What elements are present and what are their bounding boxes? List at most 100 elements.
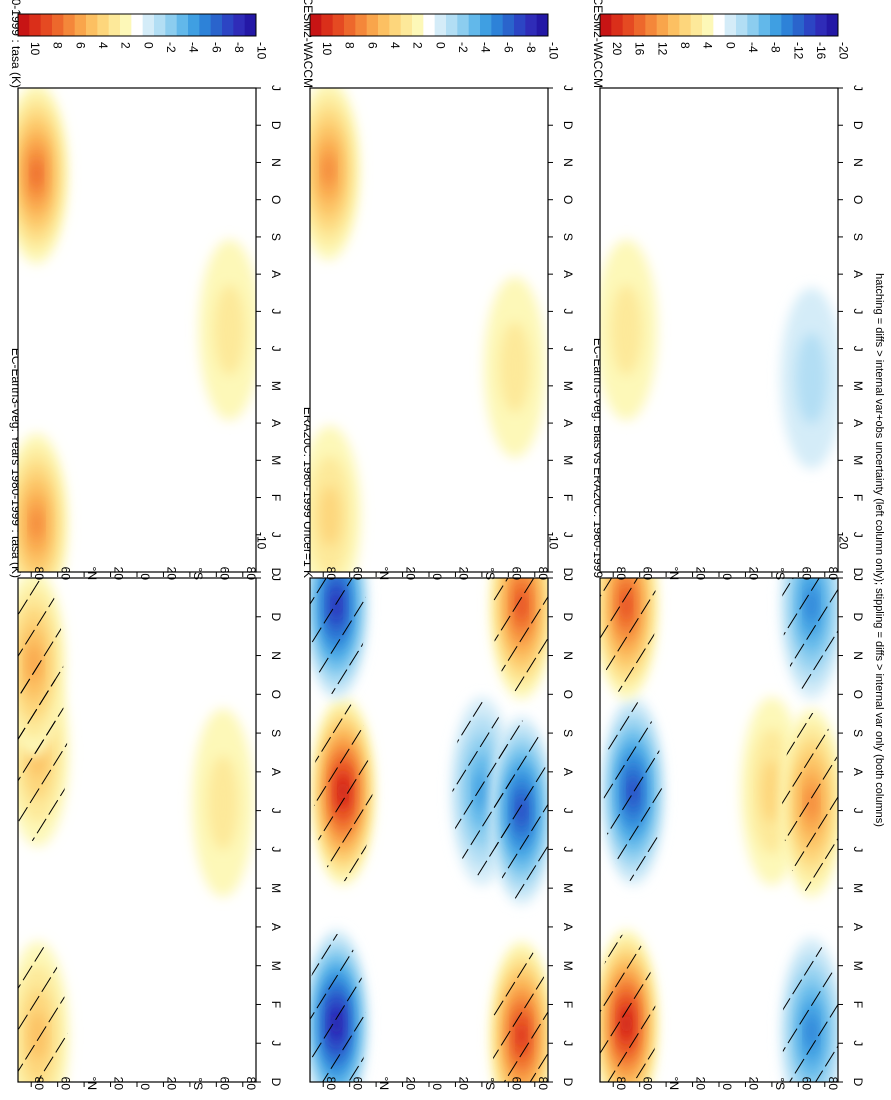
lat-tick-label: 60 — [641, 1077, 655, 1091]
colorbar-swatch — [378, 14, 390, 36]
month-tick-label: O — [561, 690, 575, 699]
hatching — [492, 720, 548, 901]
colorbar-tick-label: -4 — [746, 42, 760, 53]
colorbar-swatch — [188, 14, 200, 36]
colorbar-tick-label: 4 — [96, 42, 110, 49]
colorbar-swatch — [233, 14, 246, 36]
colorbar-swatch — [600, 14, 612, 36]
colorbar-tick-label: 0 — [141, 42, 155, 49]
month-tick-label: O — [851, 690, 865, 699]
colorbar-swatch — [690, 14, 703, 36]
colorbar-swatch — [332, 14, 345, 36]
panel-title: CESM2-WACCM — [301, 0, 315, 88]
lat-tick-label: 80 — [536, 567, 550, 581]
colorbar-tick-label: -10 — [547, 42, 561, 60]
colorbar-tick-label: -4 — [479, 42, 493, 53]
colorbar-swatch — [502, 14, 515, 36]
lat-tick-label: 20 — [404, 1077, 418, 1091]
lat-tick-label: 80 — [324, 567, 338, 581]
panel-6: DJFMAMJJASONDJ8060°N20020°S6080EC-Earth3… — [591, 0, 865, 580]
month-tick-label: M — [269, 381, 283, 391]
month-tick-label: M — [269, 961, 283, 971]
month-tick-label: A — [561, 768, 575, 776]
colorbar-tick-label: -16 — [814, 42, 828, 60]
month-tick-label: N — [269, 158, 283, 167]
panel-title: EC-Earth3-Veg: Change vs CESM2-WACCM — [591, 0, 605, 88]
hatching — [310, 933, 366, 1082]
hatching — [18, 578, 64, 754]
colorbar-swatch — [97, 14, 110, 36]
colorbar-swatch — [321, 14, 334, 36]
colorbar-tick-label: 16 — [633, 42, 647, 56]
month-tick-label: O — [561, 195, 575, 204]
colorbar-swatch — [120, 14, 132, 36]
colorbar-tick-label: 8 — [51, 42, 65, 49]
colorbar-swatch — [199, 14, 212, 36]
colorbar-swatch — [244, 14, 257, 36]
colorbar-tick-label: 8 — [343, 42, 357, 49]
contour-warm — [32, 160, 41, 187]
colorbar-swatch — [142, 14, 155, 36]
month-tick-label: J — [851, 308, 865, 314]
contour-warm — [214, 284, 246, 376]
colorbar-swatch — [52, 14, 64, 36]
colorbar-swatch — [668, 14, 680, 36]
colorbar-tick-label: -8 — [769, 42, 783, 53]
month-tick-label: D — [269, 121, 283, 130]
lat-tick-label: °N — [667, 567, 681, 580]
colorbar-swatch — [713, 14, 726, 36]
colorbar-tick-label: -10 — [255, 42, 269, 60]
month-tick-label: S — [561, 729, 575, 737]
colorbar-swatch — [63, 14, 76, 36]
lat-tick-label: 60 — [217, 567, 231, 581]
month-tick-label: F — [269, 494, 283, 501]
lat-tick-label: 60 — [351, 567, 365, 581]
field — [18, 88, 256, 572]
month-tick-label: M — [269, 883, 283, 893]
lat-tick-label: °N — [85, 1077, 99, 1090]
month-tick-label: D — [269, 568, 283, 577]
colorbar-tick-label: 20 — [610, 42, 624, 56]
month-tick-label: O — [269, 690, 283, 699]
contour-warm — [499, 321, 531, 413]
month-tick-label: N — [851, 158, 865, 167]
month-tick-label: D — [851, 121, 865, 130]
contour-warm — [31, 508, 42, 539]
lat-tick-label: 60 — [509, 567, 523, 581]
colorbar-tick-label: -10 — [547, 532, 561, 550]
month-tick-label: S — [851, 233, 865, 241]
colorbar-swatch — [611, 14, 624, 36]
lat-tick-label: 20 — [164, 567, 178, 581]
month-tick-label: J — [269, 846, 283, 852]
month-tick-label: N — [561, 651, 575, 660]
colorbar-tick-label: -20 — [837, 532, 851, 550]
lat-tick-label: 80 — [32, 567, 46, 581]
month-tick-label: M — [851, 455, 865, 465]
month-tick-label: M — [851, 883, 865, 893]
colorbar-tick-label: -10 — [255, 532, 269, 550]
month-tick-label: D — [851, 1078, 865, 1087]
month-tick-label: A — [561, 923, 575, 931]
lat-tick-label: 80 — [826, 1077, 840, 1091]
lat-tick-label: 60 — [509, 1077, 523, 1091]
colorbar-tick-label: -6 — [209, 42, 223, 53]
hatching — [310, 578, 366, 696]
month-tick-label: M — [561, 381, 575, 391]
lat-tick-label: °N — [377, 567, 391, 580]
lat-tick-label: 20 — [456, 1077, 470, 1091]
lat-tick-label: 20 — [456, 567, 470, 581]
month-tick-label: M — [851, 961, 865, 971]
month-tick-label: J — [561, 808, 575, 814]
colorbar-swatch — [826, 14, 839, 36]
colorbar-swatch — [423, 14, 436, 36]
lat-tick-label: 20 — [112, 567, 126, 581]
lat-tick-label: °N — [85, 567, 99, 580]
colorbar-swatch — [702, 14, 714, 36]
lat-tick-label: 60 — [217, 1077, 231, 1091]
colorbar-swatch — [457, 14, 470, 36]
hatching — [600, 933, 656, 1082]
contour-warm — [761, 759, 783, 823]
